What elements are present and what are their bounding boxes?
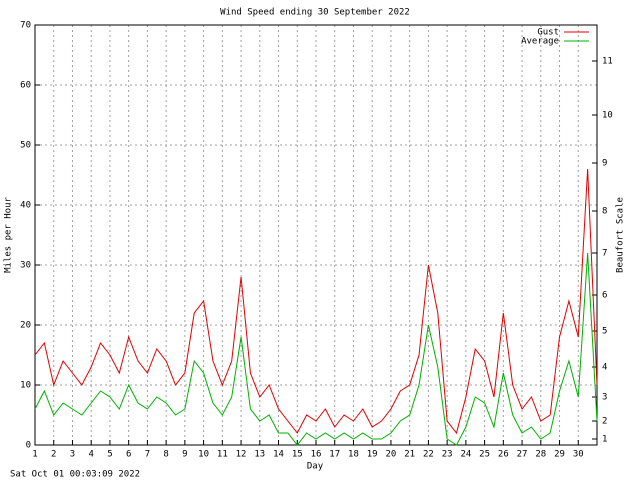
y2-tick-label: 6 xyxy=(602,291,607,301)
x-tick-label: 30 xyxy=(573,450,584,460)
legend-label: Gust xyxy=(537,28,559,38)
x-tick-label: 4 xyxy=(88,450,93,460)
y-tick-label: 70 xyxy=(20,21,31,31)
x-tick-label: 5 xyxy=(107,450,112,460)
x-tick-label: 19 xyxy=(367,450,378,460)
x-tick-label: 15 xyxy=(292,450,303,460)
x-tick-label: 7 xyxy=(145,450,150,460)
y2-tick-label: 7 xyxy=(602,249,607,259)
x-tick-label: 24 xyxy=(460,450,471,460)
x-tick-label: 8 xyxy=(163,450,168,460)
x-tick-label: 16 xyxy=(311,450,322,460)
x-tick-label: 3 xyxy=(70,450,75,460)
x-tick-label: 29 xyxy=(554,450,565,460)
x-tick-label: 28 xyxy=(535,450,546,460)
x-tick-label: 14 xyxy=(273,450,284,460)
y2-tick-label: 8 xyxy=(602,207,607,217)
x-tick-label: 9 xyxy=(182,450,187,460)
x-tick-label: 25 xyxy=(479,450,490,460)
y-tick-label: 20 xyxy=(20,321,31,331)
x-tick-label: 13 xyxy=(254,450,265,460)
x-tick-label: 10 xyxy=(198,450,209,460)
y-tick-label: 50 xyxy=(20,141,31,151)
y2-tick-label: 3 xyxy=(602,393,607,403)
series-line xyxy=(34,252,598,446)
x-tick-label: 2 xyxy=(51,450,56,460)
y-axis-label: Miles per Hour xyxy=(4,196,14,272)
x-tick-label: 20 xyxy=(386,450,397,460)
plot-frame xyxy=(34,24,598,446)
y2-tick-label: 4 xyxy=(602,363,607,373)
x-tick-label: 22 xyxy=(423,450,434,460)
x-tick-label: 17 xyxy=(329,450,340,460)
y-tick-label: 30 xyxy=(20,261,31,271)
x-axis-label: Day xyxy=(307,462,324,472)
x-tick-label: 18 xyxy=(348,450,359,460)
y2-axis-label: Beaufort Scale xyxy=(616,197,626,273)
y-tick-label: 60 xyxy=(20,81,31,91)
chart-title: Wind Speed ending 30 September 2022 xyxy=(220,8,410,18)
x-tick-label: 27 xyxy=(517,450,528,460)
x-tick-label: 12 xyxy=(236,450,247,460)
x-tick-label: 11 xyxy=(217,450,228,460)
y2-tick-label: 5 xyxy=(602,327,607,337)
x-tick-label: 23 xyxy=(442,450,453,460)
y2-tick-label: 11 xyxy=(602,57,613,67)
series-line xyxy=(34,168,598,435)
x-tick-label: 1 xyxy=(32,450,37,460)
y-tick-label: 0 xyxy=(26,441,31,451)
x-tick-label: 6 xyxy=(126,450,131,460)
x-tick-label: 26 xyxy=(498,450,509,460)
y2-tick-label: 9 xyxy=(602,159,607,169)
y-tick-label: 10 xyxy=(20,381,31,391)
legend-label: Average xyxy=(521,37,559,47)
y2-tick-label: 2 xyxy=(602,417,607,427)
y2-tick-label: 1 xyxy=(602,435,607,445)
y-tick-label: 40 xyxy=(20,201,31,211)
footer: Sat Oct 01 00:03:09 2022 xyxy=(10,470,140,480)
y2-tick-label: 10 xyxy=(602,111,613,121)
x-tick-label: 21 xyxy=(404,450,415,460)
